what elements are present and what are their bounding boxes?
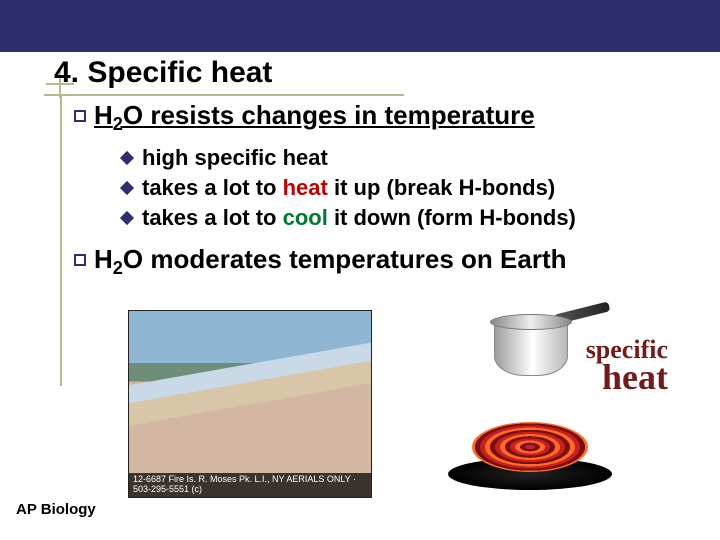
- specific-heat-graphic: specific heat: [438, 302, 674, 502]
- pot-icon: [484, 304, 578, 384]
- square-bullet-icon: [74, 254, 86, 266]
- bullet-l1-1: H2O moderates temperatures on Earth: [74, 244, 694, 279]
- title-underline: [44, 94, 404, 96]
- bullet-l2-0: high specific heat: [122, 143, 694, 173]
- aerial-photo-placeholder: 12-6687 Fire Is. R. Moses Pk. L.I., NY A…: [128, 310, 372, 498]
- bullet-l2-1: takes a lot to heat it up (break H-bonds…: [122, 173, 694, 203]
- left-vertical-rule: [60, 96, 62, 386]
- burner-icon: [448, 382, 612, 490]
- slide-title: 4. Specific heat: [54, 56, 272, 90]
- bullet-list: H2O resists changes in temperature high …: [74, 100, 694, 287]
- sub-bullet-text: takes a lot to cool it down (form H-bond…: [142, 205, 576, 230]
- bullet-l2-2: takes a lot to cool it down (form H-bond…: [122, 203, 694, 233]
- diamond-bullet-icon: [120, 181, 134, 195]
- specific-heat-label: specific heat: [586, 338, 668, 394]
- bullet-text: H2O moderates temperatures on Earth: [94, 244, 566, 274]
- sub-bullet-text: takes a lot to heat it up (break H-bonds…: [142, 175, 555, 200]
- top-navy-bar: [0, 0, 720, 52]
- sub-bullet-list: high specific heat takes a lot to heat i…: [122, 143, 694, 232]
- square-bullet-icon: [74, 110, 86, 122]
- footer-label: AP Biology: [16, 501, 96, 518]
- bullet-text: H2O resists changes in temperature: [94, 100, 535, 130]
- diamond-bullet-icon: [120, 210, 134, 224]
- diamond-bullet-icon: [120, 151, 134, 165]
- aerial-photo-caption: 12-6687 Fire Is. R. Moses Pk. L.I., NY A…: [129, 473, 371, 497]
- sub-bullet-text: high specific heat: [142, 145, 328, 170]
- bullet-l1-0: H2O resists changes in temperature: [74, 100, 694, 135]
